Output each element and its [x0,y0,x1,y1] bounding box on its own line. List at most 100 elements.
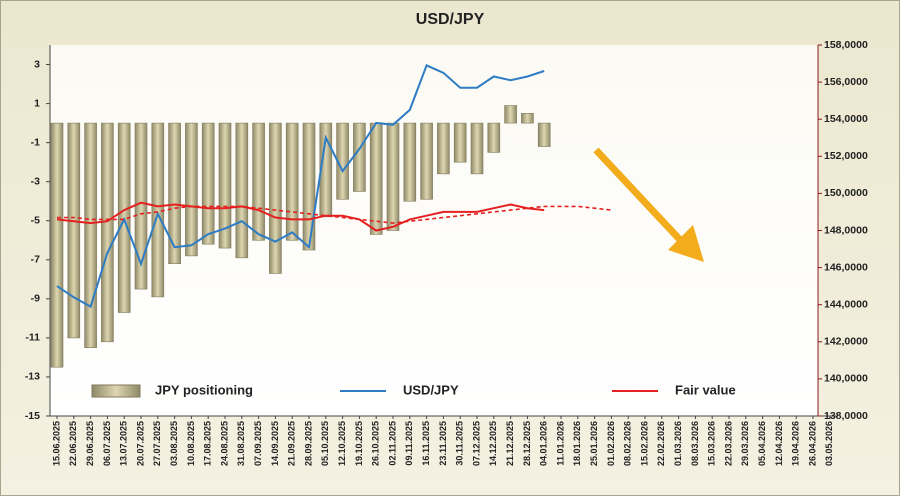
bar [201,122,215,245]
y-tick-label: 3 [34,58,40,70]
bar [453,122,467,163]
y-tick-label: -9 [31,293,40,305]
bar [285,122,299,241]
x-tick-label: 26.10.2025 [371,421,381,466]
bar [353,122,366,192]
bar [470,122,484,175]
y2-tick-label: 140,0000 [824,373,868,385]
bar [168,122,181,264]
x-tick-label: 27.07.2025 [152,421,162,466]
x-tick-label: 21.12.2025 [505,421,515,466]
bar [185,122,198,257]
bar [319,122,333,218]
legend-label: JPY positioning [155,382,253,397]
x-tick-label: 22.06.2025 [68,421,78,466]
bar [369,122,383,235]
x-tick-label: 21.09.2025 [287,421,297,466]
bar [521,113,534,124]
x-tick-label: 20.07.2025 [135,421,145,466]
arrow-head [668,225,704,262]
x-tick-label: 26.04.2026 [807,421,817,466]
bar [403,122,417,202]
bar [67,122,81,339]
line [56,201,545,232]
x-tick-label: 15.03.2026 [707,421,717,466]
x-tick-label: 22.03.2026 [723,421,733,466]
x-tick-label: 10.08.2025 [186,421,196,466]
x-tick-label: 12.10.2025 [337,421,347,466]
y2-tick-label: 150,0000 [824,187,868,199]
x-tick-label: 02.11.2025 [387,421,397,466]
x-tick-label: 03.05.2026 [824,421,834,466]
x-tick-label: 28.12.2025 [522,421,532,466]
bar [386,122,400,231]
x-tick-label: 07.09.2025 [253,421,263,466]
x-tick-label: 17.08.2025 [203,421,213,466]
bar [101,122,114,343]
x-tick-label: 19.04.2026 [791,421,801,466]
legend-swatch [91,384,141,398]
x-tick-label: 29.03.2026 [740,421,750,466]
x-tick-label: 24.08.2025 [219,421,229,466]
x-tick-label: 29.06.2025 [85,421,95,466]
bar [151,122,165,298]
bar [420,122,433,200]
x-tick-label: 18.01.2026 [572,421,582,466]
x-tick-label: 31.08.2025 [236,421,246,466]
bar [252,122,265,241]
x-tick-label: 12.04.2026 [774,421,784,466]
bar [437,122,450,175]
x-tick-label: 14.12.2025 [488,421,498,466]
bar [235,122,249,259]
x-tick-label: 04.01.2026 [539,421,549,466]
bar [504,105,517,124]
x-tick-label: 01.02.2026 [606,421,616,466]
x-tick-label: 15.02.2026 [639,421,649,466]
bar [302,122,316,251]
legend-label: USD/JPY [403,382,459,397]
y-tick-label: -3 [31,175,40,187]
x-tick-label: 08.02.2026 [623,421,633,466]
x-tick-label: 01.03.2026 [673,421,683,466]
x-tick-label: 07.12.2025 [471,421,481,466]
legend-label: Fair value [675,382,736,397]
y2-tick-label: 156,0000 [824,76,868,88]
y-tick-label: -1 [31,136,40,148]
line [56,64,545,309]
x-tick-label: 25.01.2026 [589,421,599,466]
x-tick-label: 30.11.2025 [455,421,465,466]
bar [269,122,282,274]
y2-tick-label: 154,0000 [824,113,868,125]
y2-tick-label: 138,0000 [824,410,868,422]
x-tick-label: 05.04.2026 [757,421,767,466]
y2-tick-label: 144,0000 [824,298,868,310]
x-tick-label: 23.11.2025 [438,421,448,466]
y-tick-label: -13 [25,371,40,383]
x-tick-label: 05.10.2025 [320,421,330,466]
bar [50,122,64,368]
bar [84,122,97,348]
y-tick-label: -5 [31,215,40,227]
x-tick-label: 09.11.2025 [404,421,414,466]
x-tick-label: 14.09.2025 [270,421,280,466]
x-tick-label: 13.07.2025 [119,421,129,466]
x-tick-label: 15.06.2025 [51,421,61,466]
trend-line [57,205,612,224]
y-tick-label: -7 [31,254,40,266]
x-tick-label: 16.11.2025 [421,421,431,466]
bar [218,122,232,249]
y2-tick-label: 148,0000 [824,224,868,236]
y2-tick-label: 146,0000 [824,261,868,273]
x-tick-label: 28.09.2025 [303,421,313,466]
bar [537,122,551,147]
x-tick-label: 22.02.2026 [656,421,666,466]
x-tick-label: 03.08.2025 [169,421,179,466]
bar [487,122,501,153]
x-tick-label: 08.03.2026 [690,421,700,466]
y-tick-label: -15 [25,410,40,422]
arrow [593,147,686,246]
y2-tick-label: 152,0000 [824,150,868,162]
y-tick-label: 1 [34,97,40,109]
y2-tick-label: 142,0000 [824,336,868,348]
